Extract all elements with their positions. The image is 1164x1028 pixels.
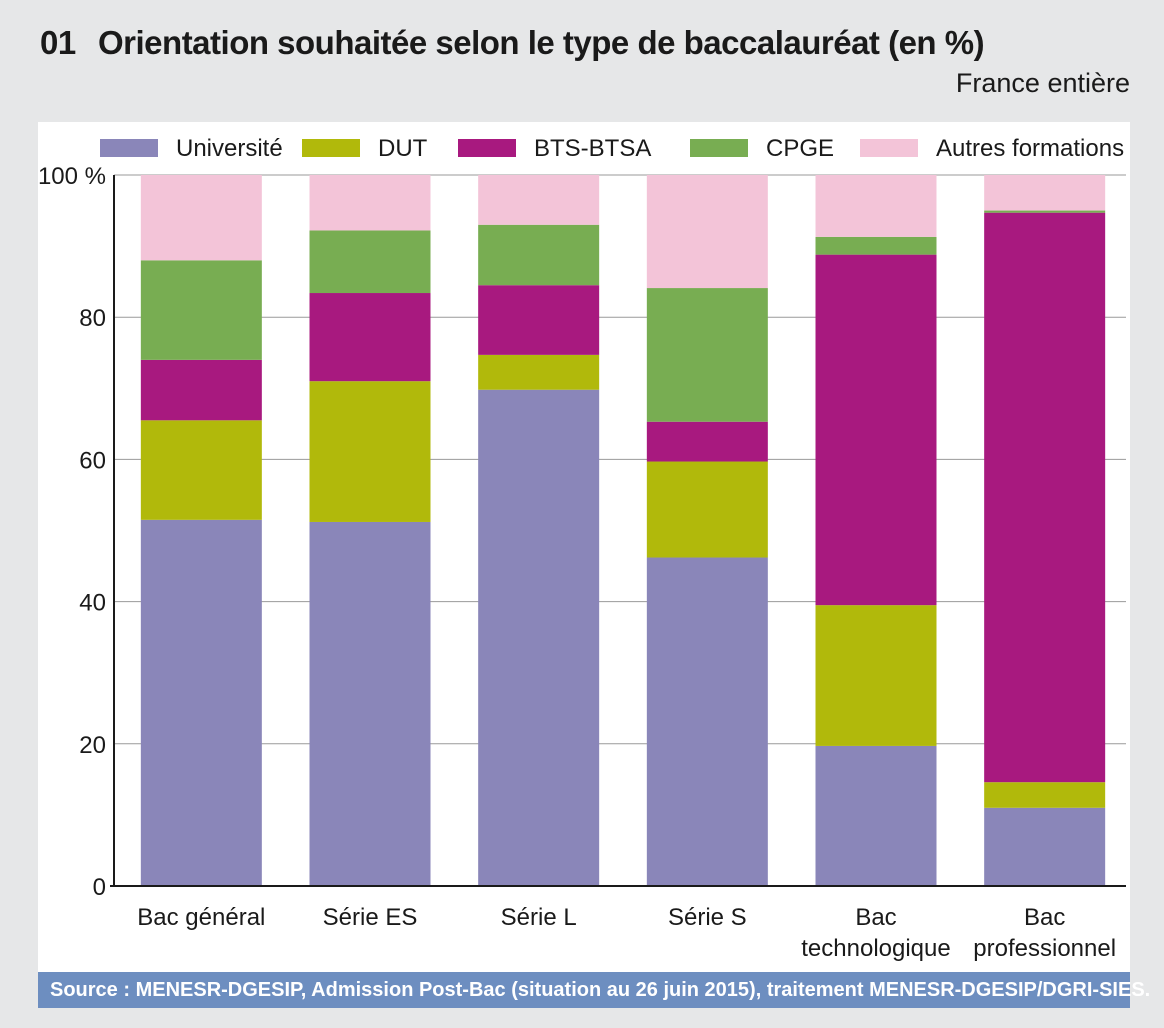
x-axis-labels: Bac général Série ES Série L Série S Bac tech…: [137, 904, 1116, 962]
bar-segment: [984, 807, 1106, 886]
legend-swatch: [690, 139, 748, 157]
bar-segment: [309, 521, 431, 886]
figure-number: 01: [40, 24, 76, 61]
x-tick-label-line: Bac général: [137, 904, 265, 931]
x-tick-label: Série S: [668, 904, 747, 931]
bar-segment: [815, 254, 937, 606]
bar-segment: [984, 175, 1106, 211]
y-tick-label: 80: [79, 305, 106, 332]
bar-segment: [815, 745, 937, 886]
bar-segment: [309, 175, 431, 231]
y-tick-label: 100 %: [38, 163, 106, 190]
legend-label: Université: [176, 135, 283, 162]
legend-swatch: [302, 139, 360, 157]
y-tick-label: 0: [93, 874, 106, 901]
bar-segment: [478, 285, 600, 355]
bar-segment: [309, 230, 431, 294]
x-tick-label-line: Série S: [668, 904, 747, 931]
x-tick-label-line: Série ES: [323, 904, 418, 931]
legend-label: DUT: [378, 135, 428, 162]
legend-swatch: [458, 139, 516, 157]
bar-segment: [984, 782, 1106, 808]
bar-segment: [646, 461, 768, 558]
bar-segment: [140, 519, 262, 886]
bar-segment: [646, 175, 768, 289]
bar-segment: [140, 359, 262, 421]
x-tick-label: Bac général: [137, 904, 265, 931]
bar-segment: [309, 293, 431, 382]
bars: [140, 175, 1106, 886]
x-tick-label-line: Série L: [501, 904, 577, 931]
legend: Université DUT BTS-BTSA CPGE Autres formatio…: [100, 135, 1124, 162]
bar-segment: [140, 260, 262, 360]
y-tick-label: 40: [79, 590, 106, 617]
bar-segment: [815, 175, 937, 237]
x-tick-label-line: technologique: [801, 935, 950, 962]
x-tick-label: Série ES: [323, 904, 418, 931]
bar-segment: [478, 175, 600, 225]
x-tick-label-line: Bac: [1024, 904, 1065, 931]
legend-label: CPGE: [766, 135, 834, 162]
chart-title: Orientation souhaitée selon le type de b…: [98, 24, 985, 61]
bar-segment: [984, 212, 1106, 783]
bar-segment: [478, 354, 600, 390]
legend-swatch: [100, 139, 158, 157]
y-tick-label: 60: [79, 447, 106, 474]
bar-segment: [984, 210, 1106, 213]
stacked-bar-chart: Université DUT BTS-BTSA CPGE Autres formatio…: [38, 135, 1126, 962]
axes: [110, 175, 1126, 887]
x-tick-label-line: Bac: [855, 904, 896, 931]
bar-segment: [478, 224, 600, 286]
x-tick-label-line: professionnel: [973, 935, 1116, 962]
bar-segment: [309, 381, 431, 522]
legend-label: BTS-BTSA: [534, 135, 651, 162]
chart-subtitle: France entière: [955, 68, 1130, 98]
y-axis-labels: 0 20 40 60 80 100 %: [38, 163, 106, 901]
legend-swatch: [860, 139, 918, 157]
y-tick-label: 20: [79, 732, 106, 759]
bar-segment: [815, 605, 937, 746]
x-tick-label: Bac professionnel: [973, 904, 1116, 962]
bar-segment: [646, 557, 768, 886]
bar-segment: [646, 421, 768, 462]
legend-label: Autres formations: [936, 135, 1124, 162]
source-note: Source : MENESR-DGESIP, Admission Post-B…: [38, 972, 1150, 1008]
bar-segment: [815, 236, 937, 255]
gridlines: [114, 174, 1126, 745]
bar-segment: [478, 389, 600, 886]
bar-segment: [646, 288, 768, 422]
chart-panel: Université DUT BTS-BTSA CPGE Autres formatio…: [38, 122, 1130, 972]
x-tick-label: Série L: [501, 904, 577, 931]
x-tick-label: Bac technologique: [801, 904, 950, 962]
bar-segment: [140, 420, 262, 520]
bar-segment: [140, 175, 262, 261]
